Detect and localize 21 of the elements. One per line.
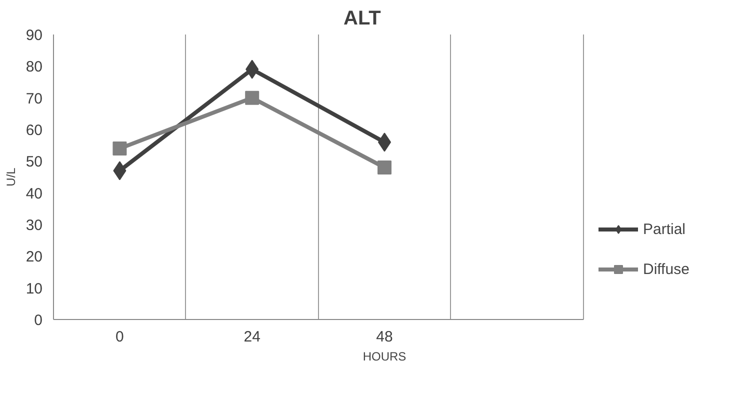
- y-tick-label: 80: [26, 58, 43, 76]
- y-tick-label: 60: [26, 122, 43, 139]
- y-tick-label: 0: [34, 312, 42, 329]
- y-axis-title: U/L: [4, 167, 18, 186]
- y-tick-label: 10: [26, 280, 43, 298]
- legend-label: Diffuse: [643, 260, 690, 278]
- legend-label: Partial: [643, 220, 686, 238]
- x-tick-label: 0: [116, 328, 124, 346]
- y-tick-label: 90: [26, 27, 43, 44]
- y-tick-label: 20: [26, 248, 43, 266]
- chart-title: ALT: [344, 8, 381, 30]
- x-tick-label: 48: [376, 328, 393, 346]
- x-axis-title: HOURS: [362, 350, 406, 364]
- y-tick-label: 30: [26, 217, 43, 234]
- point: [112, 142, 127, 156]
- x-tick-label: 24: [244, 328, 260, 346]
- y-tick-label: 50: [26, 154, 43, 171]
- y-tick-label: 40: [26, 185, 43, 202]
- y-tick-label: 70: [26, 90, 43, 108]
- point: [245, 90, 260, 105]
- point: [378, 160, 392, 174]
